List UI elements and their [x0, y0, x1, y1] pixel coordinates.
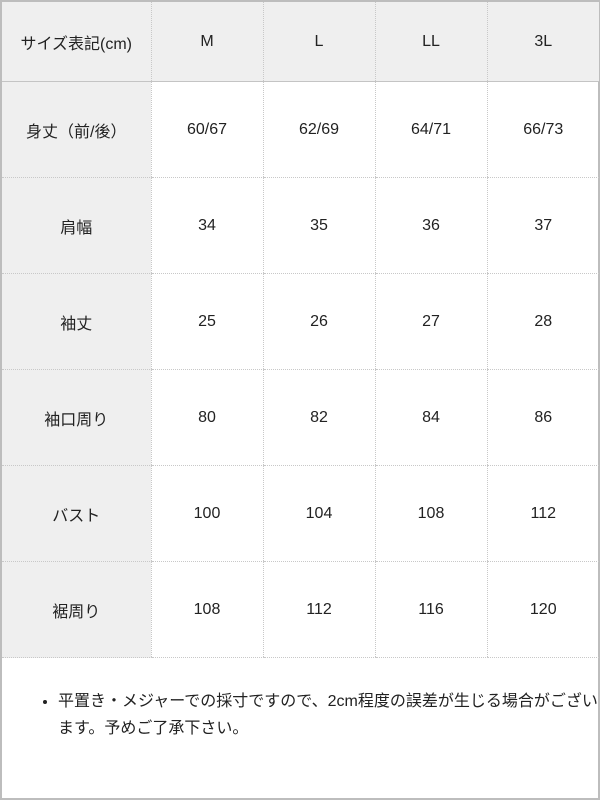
table-cell: 34 [150, 177, 263, 274]
table-cell: 28 [486, 273, 599, 370]
table-cell: 62/69 [262, 81, 375, 178]
header-cell: 3L [486, 2, 599, 82]
row-label: 肩幅 [2, 177, 151, 274]
table-cell: 84 [374, 369, 487, 466]
table-cell: 120 [486, 561, 599, 658]
table-cell: 80 [150, 369, 263, 466]
table-row: 袖丈 25 26 27 28 [2, 273, 599, 370]
table-cell: 37 [486, 177, 599, 274]
row-label: 裾周り [2, 561, 151, 658]
header-cell: L [262, 2, 375, 82]
table-row: バスト 100 104 108 112 [2, 465, 599, 562]
table-cell: 27 [374, 273, 487, 370]
table-cell: 112 [486, 465, 599, 562]
table-cell: 108 [150, 561, 263, 658]
row-label: 袖口周り [2, 369, 151, 466]
table-cell: 25 [150, 273, 263, 370]
table-cell: 82 [262, 369, 375, 466]
header-cell: サイズ表記(cm) [2, 2, 151, 82]
header-row: サイズ表記(cm) M L LL 3L [2, 2, 599, 82]
table-cell: 104 [262, 465, 375, 562]
table-cell: 108 [374, 465, 487, 562]
header-cell: M [150, 2, 263, 82]
table-cell: 64/71 [374, 81, 487, 178]
table-cell: 66/73 [486, 81, 599, 178]
row-label: バスト [2, 465, 151, 562]
measurement-note: 平置き・メジャーでの採寸ですので、2cm程度の誤差が生じる場合がございます。予め… [2, 658, 598, 742]
table-cell: 86 [486, 369, 599, 466]
note-item: 平置き・メジャーでの採寸ですので、2cm程度の誤差が生じる場合がございます。予め… [58, 688, 598, 742]
row-label: 袖丈 [2, 273, 151, 370]
table-cell: 35 [262, 177, 375, 274]
table-cell: 36 [374, 177, 487, 274]
table-row: 肩幅 34 35 36 37 [2, 177, 599, 274]
row-label: 身丈（前/後） [2, 81, 151, 178]
table-cell: 112 [262, 561, 375, 658]
header-cell: LL [374, 2, 487, 82]
table-row: 裾周り 108 112 116 120 [2, 561, 599, 658]
table-cell: 100 [150, 465, 263, 562]
table-row: 袖口周り 80 82 84 86 [2, 369, 599, 466]
size-table: サイズ表記(cm) M L LL 3L 身丈（前/後） 60/67 62/69 64/… [2, 2, 599, 658]
table-cell: 116 [374, 561, 487, 658]
table-row: 身丈（前/後） 60/67 62/69 64/71 66/73 [2, 81, 599, 178]
table-cell: 60/67 [150, 81, 263, 178]
table-cell: 26 [262, 273, 375, 370]
